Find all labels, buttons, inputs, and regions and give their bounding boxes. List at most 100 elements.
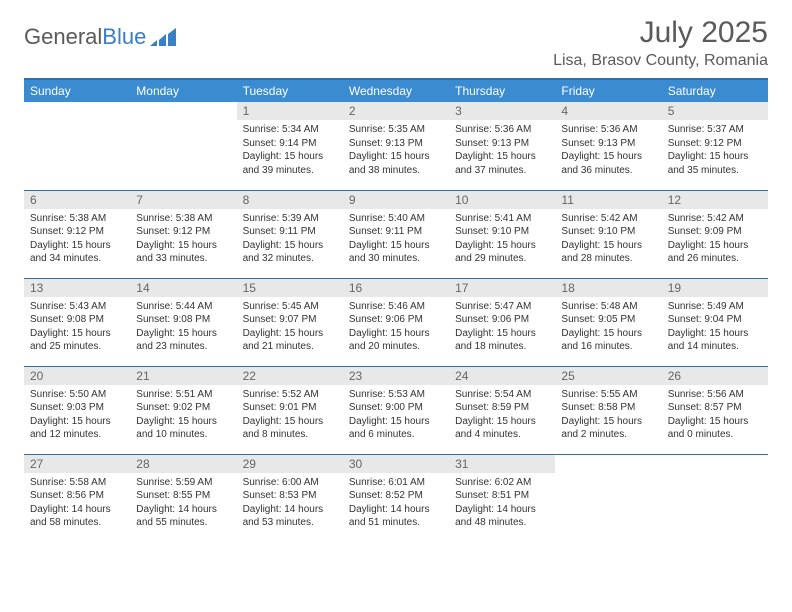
calendar-day-cell: 10Sunrise: 5:41 AMSunset: 9:10 PMDayligh… [449, 190, 555, 278]
calendar-day-cell: 4Sunrise: 5:36 AMSunset: 9:13 PMDaylight… [555, 102, 661, 190]
day-number: 15 [237, 279, 343, 297]
calendar-day-cell [555, 454, 661, 542]
sunset-line: Sunset: 9:06 PM [455, 313, 549, 327]
sunrise-line: Sunrise: 5:56 AM [668, 388, 762, 402]
daylight-line: Daylight: 15 hours and 16 minutes. [561, 327, 655, 354]
sunset-line: Sunset: 9:10 PM [561, 225, 655, 239]
sunset-line: Sunset: 9:10 PM [455, 225, 549, 239]
sunrise-line: Sunrise: 5:37 AM [668, 123, 762, 137]
calendar-day-cell: 21Sunrise: 5:51 AMSunset: 9:02 PMDayligh… [130, 366, 236, 454]
calendar-week-row: 6Sunrise: 5:38 AMSunset: 9:12 PMDaylight… [24, 190, 768, 278]
day-details: Sunrise: 5:48 AMSunset: 9:05 PMDaylight:… [555, 297, 661, 358]
sunrise-line: Sunrise: 6:01 AM [349, 476, 443, 490]
calendar-day-cell: 14Sunrise: 5:44 AMSunset: 9:08 PMDayligh… [130, 278, 236, 366]
sunrise-line: Sunrise: 5:49 AM [668, 300, 762, 314]
sunrise-line: Sunrise: 5:46 AM [349, 300, 443, 314]
day-number: 12 [662, 191, 768, 209]
sunrise-line: Sunrise: 5:35 AM [349, 123, 443, 137]
day-details: Sunrise: 5:38 AMSunset: 9:12 PMDaylight:… [24, 209, 130, 270]
header: GeneralBlue July 2025 Lisa, Brasov Count… [24, 18, 768, 70]
calendar-day-cell: 12Sunrise: 5:42 AMSunset: 9:09 PMDayligh… [662, 190, 768, 278]
sunrise-line: Sunrise: 5:55 AM [561, 388, 655, 402]
weekday-header: Tuesday [237, 80, 343, 102]
day-details: Sunrise: 5:54 AMSunset: 8:59 PMDaylight:… [449, 385, 555, 446]
day-details: Sunrise: 5:40 AMSunset: 9:11 PMDaylight:… [343, 209, 449, 270]
daylight-line: Daylight: 14 hours and 58 minutes. [30, 503, 124, 530]
calendar-week-row: 13Sunrise: 5:43 AMSunset: 9:08 PMDayligh… [24, 278, 768, 366]
sunrise-line: Sunrise: 6:00 AM [243, 476, 337, 490]
calendar-day-cell: 26Sunrise: 5:56 AMSunset: 8:57 PMDayligh… [662, 366, 768, 454]
day-number: 3 [449, 102, 555, 120]
sunset-line: Sunset: 9:13 PM [455, 137, 549, 151]
weekday-header: Saturday [662, 80, 768, 102]
calendar-day-cell: 2Sunrise: 5:35 AMSunset: 9:13 PMDaylight… [343, 102, 449, 190]
day-number: 11 [555, 191, 661, 209]
calendar-day-cell: 15Sunrise: 5:45 AMSunset: 9:07 PMDayligh… [237, 278, 343, 366]
daylight-line: Daylight: 15 hours and 34 minutes. [30, 239, 124, 266]
calendar-table: Sunday Monday Tuesday Wednesday Thursday… [24, 80, 768, 542]
calendar-day-cell [662, 454, 768, 542]
sunset-line: Sunset: 8:59 PM [455, 401, 549, 415]
day-number: 13 [24, 279, 130, 297]
sunset-line: Sunset: 9:13 PM [561, 137, 655, 151]
daylight-line: Daylight: 15 hours and 10 minutes. [136, 415, 230, 442]
day-details: Sunrise: 5:50 AMSunset: 9:03 PMDaylight:… [24, 385, 130, 446]
weekday-header: Sunday [24, 80, 130, 102]
daylight-line: Daylight: 15 hours and 21 minutes. [243, 327, 337, 354]
sunset-line: Sunset: 9:04 PM [668, 313, 762, 327]
calendar-day-cell: 9Sunrise: 5:40 AMSunset: 9:11 PMDaylight… [343, 190, 449, 278]
day-number: 25 [555, 367, 661, 385]
sunrise-line: Sunrise: 5:52 AM [243, 388, 337, 402]
daylight-line: Daylight: 15 hours and 39 minutes. [243, 150, 337, 177]
title-block: July 2025 Lisa, Brasov County, Romania [553, 18, 768, 70]
day-number: 28 [130, 455, 236, 473]
calendar-day-cell: 31Sunrise: 6:02 AMSunset: 8:51 PMDayligh… [449, 454, 555, 542]
daylight-line: Daylight: 15 hours and 28 minutes. [561, 239, 655, 266]
daylight-line: Daylight: 15 hours and 4 minutes. [455, 415, 549, 442]
location: Lisa, Brasov County, Romania [553, 52, 768, 70]
daylight-line: Daylight: 15 hours and 37 minutes. [455, 150, 549, 177]
sunrise-line: Sunrise: 6:02 AM [455, 476, 549, 490]
calendar-day-cell: 27Sunrise: 5:58 AMSunset: 8:56 PMDayligh… [24, 454, 130, 542]
calendar-day-cell: 1Sunrise: 5:34 AMSunset: 9:14 PMDaylight… [237, 102, 343, 190]
day-details: Sunrise: 5:34 AMSunset: 9:14 PMDaylight:… [237, 120, 343, 181]
brand-logo: GeneralBlue [24, 24, 176, 50]
sunset-line: Sunset: 8:51 PM [455, 489, 549, 503]
sunrise-line: Sunrise: 5:36 AM [455, 123, 549, 137]
daylight-line: Daylight: 14 hours and 51 minutes. [349, 503, 443, 530]
day-details: Sunrise: 5:42 AMSunset: 9:10 PMDaylight:… [555, 209, 661, 270]
daylight-line: Daylight: 15 hours and 8 minutes. [243, 415, 337, 442]
daylight-line: Daylight: 15 hours and 33 minutes. [136, 239, 230, 266]
sunrise-line: Sunrise: 5:47 AM [455, 300, 549, 314]
day-details: Sunrise: 5:44 AMSunset: 9:08 PMDaylight:… [130, 297, 236, 358]
calendar-day-cell: 8Sunrise: 5:39 AMSunset: 9:11 PMDaylight… [237, 190, 343, 278]
day-details: Sunrise: 5:36 AMSunset: 9:13 PMDaylight:… [449, 120, 555, 181]
sunrise-line: Sunrise: 5:58 AM [30, 476, 124, 490]
day-number: 24 [449, 367, 555, 385]
day-number: 21 [130, 367, 236, 385]
sunset-line: Sunset: 8:57 PM [668, 401, 762, 415]
brand-chart-icon [150, 28, 176, 46]
calendar-day-cell: 17Sunrise: 5:47 AMSunset: 9:06 PMDayligh… [449, 278, 555, 366]
sunrise-line: Sunrise: 5:43 AM [30, 300, 124, 314]
day-number: 17 [449, 279, 555, 297]
day-details: Sunrise: 5:58 AMSunset: 8:56 PMDaylight:… [24, 473, 130, 534]
day-details: Sunrise: 5:41 AMSunset: 9:10 PMDaylight:… [449, 209, 555, 270]
calendar-day-cell: 11Sunrise: 5:42 AMSunset: 9:10 PMDayligh… [555, 190, 661, 278]
daylight-line: Daylight: 15 hours and 30 minutes. [349, 239, 443, 266]
day-details: Sunrise: 6:00 AMSunset: 8:53 PMDaylight:… [237, 473, 343, 534]
sunrise-line: Sunrise: 5:50 AM [30, 388, 124, 402]
sunset-line: Sunset: 8:55 PM [136, 489, 230, 503]
day-details: Sunrise: 5:39 AMSunset: 9:11 PMDaylight:… [237, 209, 343, 270]
day-details: Sunrise: 5:53 AMSunset: 9:00 PMDaylight:… [343, 385, 449, 446]
sunrise-line: Sunrise: 5:44 AM [136, 300, 230, 314]
day-details: Sunrise: 5:47 AMSunset: 9:06 PMDaylight:… [449, 297, 555, 358]
calendar-day-cell [130, 102, 236, 190]
sunset-line: Sunset: 9:09 PM [668, 225, 762, 239]
sunrise-line: Sunrise: 5:39 AM [243, 212, 337, 226]
sunset-line: Sunset: 9:12 PM [30, 225, 124, 239]
sunset-line: Sunset: 9:11 PM [243, 225, 337, 239]
calendar-day-cell: 20Sunrise: 5:50 AMSunset: 9:03 PMDayligh… [24, 366, 130, 454]
daylight-line: Daylight: 15 hours and 12 minutes. [30, 415, 124, 442]
day-number: 6 [24, 191, 130, 209]
